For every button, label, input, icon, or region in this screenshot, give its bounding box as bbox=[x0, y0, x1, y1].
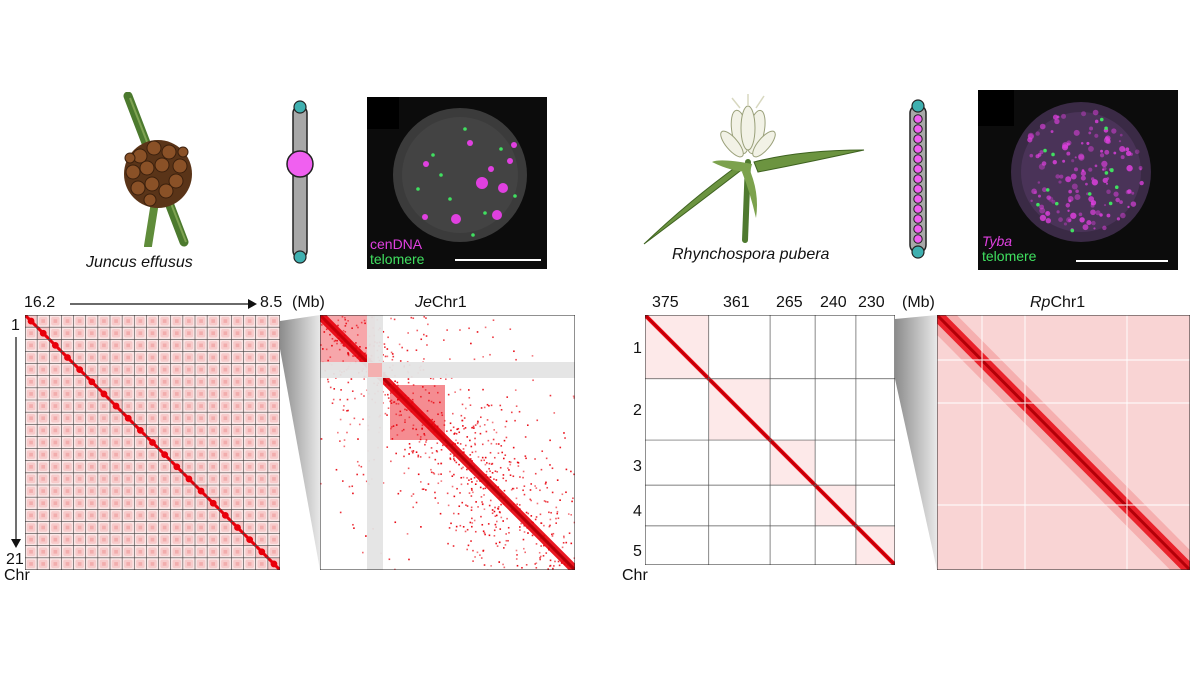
centromere bbox=[286, 150, 314, 178]
rhynchospora-species-name: Rhynchospora pubera bbox=[672, 246, 830, 263]
juncus-plant-image bbox=[123, 92, 192, 247]
juncus-fish-micrograph: cenDNA telomere bbox=[367, 97, 547, 269]
rhynchospora-chr-4: 4 bbox=[633, 503, 642, 520]
juncus-chr-first: 1 bbox=[11, 317, 20, 334]
rhynchospora-axis-unit: (Mb) bbox=[902, 294, 935, 311]
juncus-chr-axis-label: Chr bbox=[4, 567, 30, 584]
rhynchospora-chr-5: 5 bbox=[633, 543, 642, 560]
rhynchospora-size-3: 265 bbox=[776, 294, 803, 311]
juncus-axis-start: 16.2 bbox=[24, 294, 56, 311]
zoom-title-suffix: Chr1 bbox=[431, 294, 467, 311]
rhynchospora-size-4: 240 bbox=[820, 294, 847, 311]
fish-probe-label: cenDNA bbox=[370, 236, 423, 252]
rhynchospora-hic-genome-map bbox=[645, 315, 895, 565]
juncus-hic-genome-map bbox=[25, 315, 280, 570]
rhynchospora-chr-1: 1 bbox=[633, 340, 642, 357]
zoom-title-prefix: Rp bbox=[1030, 294, 1051, 311]
rhynchospora-plant-image bbox=[643, 94, 865, 245]
rhynchospora-chr-2: 2 bbox=[633, 402, 642, 419]
zoom-title-suffix: Chr1 bbox=[1050, 294, 1086, 311]
juncus-zoom-title: JeChr1 bbox=[415, 294, 467, 312]
rhynchospora-fish-micrograph: Tyba telomere bbox=[978, 90, 1178, 270]
juncus-axis-end: 8.5 bbox=[260, 294, 283, 311]
telomere-bottom bbox=[293, 250, 307, 264]
rhynchospora-zoom-wedge bbox=[895, 315, 937, 570]
juncus-species-name: Juncus effusus bbox=[86, 254, 193, 271]
telomere-top bbox=[293, 100, 307, 114]
rhynchospora-size-1: 375 bbox=[652, 294, 679, 311]
juncus-chr-last: 21 bbox=[6, 551, 24, 568]
rhynchospora-zoom-title: RpChr1 bbox=[1030, 294, 1085, 312]
rhynchospora-size-2: 361 bbox=[723, 294, 750, 311]
rhynchospora-hic-chr1-map bbox=[937, 315, 1190, 570]
fish-probe-label: Tyba bbox=[982, 233, 1013, 249]
fish-telomere-label: telomere bbox=[982, 248, 1037, 264]
zoom-title-prefix: Je bbox=[415, 294, 432, 311]
rhynchospora-chr-axis-label: Chr bbox=[622, 567, 648, 584]
juncus-hic-chr1-map bbox=[320, 315, 575, 570]
rhynchospora-size-5: 230 bbox=[858, 294, 885, 311]
juncus-zoom-wedge bbox=[280, 315, 320, 570]
juncus-axis-arrow bbox=[70, 299, 257, 309]
juncus-axis-unit: (Mb) bbox=[292, 294, 325, 311]
juncus-chr-arrow bbox=[11, 337, 21, 548]
rhynchospora-chr-3: 3 bbox=[633, 458, 642, 475]
fish-telomere-label: telomere bbox=[370, 251, 425, 267]
monocentric-chromosome-diagram bbox=[286, 100, 314, 264]
holocentric-chromosome-diagram bbox=[909, 99, 927, 259]
